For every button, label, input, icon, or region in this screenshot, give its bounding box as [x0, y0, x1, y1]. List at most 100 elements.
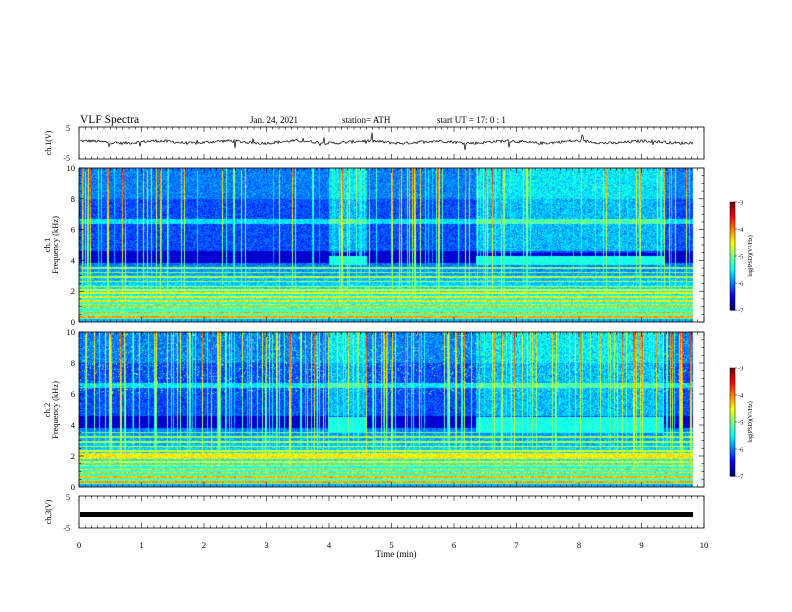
colorbar-swatch: [730, 256, 735, 259]
colorbar-swatch: [730, 207, 735, 210]
colorbar-swatch: [730, 239, 735, 243]
time-tick-label: 2: [202, 540, 206, 550]
colorbar-swatch: [730, 432, 735, 436]
colorbar-swatch: [730, 411, 735, 414]
freq-tick-label: 8: [71, 358, 75, 368]
colorbar-swatch: [730, 259, 735, 262]
colorbar-swatch: [730, 436, 735, 439]
freq-tick-label: 2: [71, 286, 75, 296]
colorbar-swatch: [730, 467, 735, 470]
colorbar-swatch: [730, 265, 735, 268]
colorbar-swatch: [730, 209, 735, 212]
colorbar-swatch: [730, 413, 735, 416]
colorbar-swatch: [730, 382, 735, 385]
colorbar-swatch: [730, 229, 735, 232]
colorbar-swatch: [730, 275, 735, 279]
colorbar-swatch: [730, 422, 735, 425]
colorbar-swatch: [730, 472, 735, 475]
time-tick-label: 0: [77, 540, 81, 550]
colorbar-swatch: [730, 250, 735, 253]
colorbar-swatch: [730, 470, 735, 473]
colorbar-swatch: [730, 459, 735, 463]
colorbar-swatch: [730, 416, 735, 419]
ch1-spectrogram-canvas: [79, 168, 704, 322]
ch2-spectrogram-ylabel-1: ch.2: [42, 403, 52, 417]
colorbar-swatch: [730, 474, 735, 477]
colorbar-label: log(PSD)(V²/Hz): [747, 401, 754, 442]
colorbar-swatch: [730, 425, 735, 428]
colorbar-swatch: [730, 391, 735, 394]
colorbar-swatch: [730, 389, 735, 392]
time-axis-label: Time (min): [376, 549, 417, 559]
colorbar-swatch: [730, 449, 735, 452]
colorbar-tick-label: -4: [738, 393, 744, 400]
ch3-waveform-ylabel: ch.3(V): [44, 499, 53, 524]
colorbar-swatch: [730, 404, 735, 407]
colorbar-swatch: [730, 431, 735, 434]
ch1-waveform-ticks: [78, 127, 705, 159]
colorbar-swatch: [730, 441, 735, 445]
colorbar-swatch: [730, 452, 735, 455]
freq-tick-label: 10: [67, 163, 76, 173]
colorbar-swatch: [730, 461, 735, 464]
colorbar-swatch: [730, 295, 735, 298]
colorbar-swatch: [730, 257, 735, 261]
colorbar-swatch: [730, 368, 735, 371]
colorbar-swatch: [730, 409, 735, 412]
colorbar-swatch: [730, 418, 735, 421]
colorbar-swatch: [730, 396, 735, 400]
ch2-freq-ticks: 0 2 4 6 8 10: [67, 327, 705, 492]
colorbar-swatch: [730, 225, 735, 228]
ch2-spectrogram-panel: 0 2 4 6 8 10 ch.2 Frequency (kHz) -3 -4 -5 -6 -7 l…: [42, 327, 754, 492]
colorbar-swatch: [730, 252, 735, 255]
ch1-spectrogram-panel: 0 2 4 6 8 10 ch.1 Frequency (kHz) -3 -4 -5 -6 -7 l…: [42, 163, 754, 327]
colorbar-tick-label: -7: [738, 474, 744, 481]
time-tick-label: 6: [452, 540, 456, 550]
colorbar-swatch: [730, 232, 735, 235]
ch2-spectrogram-canvas: [79, 332, 704, 487]
colorbar-swatch: [730, 369, 735, 373]
time-tick-label: 10: [700, 540, 709, 550]
colorbar-tick-label: -3: [738, 366, 743, 373]
colorbar-swatch: [730, 286, 735, 289]
colorbar-swatch: [730, 270, 735, 273]
colorbar-swatch: [730, 221, 735, 225]
colorbar-swatch: [730, 223, 735, 226]
colorbar-swatch: [730, 266, 735, 270]
colorbar-swatch: [730, 398, 735, 401]
ch2-spectrogram-container: [79, 332, 704, 487]
colorbar-swatch: [730, 227, 735, 230]
colorbar-swatch: [730, 438, 735, 441]
ch3-waveform-panel: 5 -5 ch.3(V): [44, 493, 705, 533]
time-axis: 0 1 2 3 4 5 6 7 8 9 10: [77, 540, 708, 550]
ch1-ytick-bottom: -5: [63, 154, 70, 163]
time-tick-label: 7: [514, 540, 518, 550]
ch1-spectrogram-container: [79, 168, 704, 322]
colorbar-swatch: [730, 400, 735, 403]
time-tick-label: 4: [327, 540, 332, 550]
colorbar-tick-label: -4: [738, 227, 744, 234]
ch1-ytick-top: 5: [66, 124, 70, 133]
colorbar-swatch: [730, 423, 735, 427]
time-tick-label: 5: [389, 540, 393, 550]
colorbar-swatch: [730, 243, 735, 246]
time-tick-label: 8: [577, 540, 581, 550]
colorbar-swatch: [730, 211, 735, 214]
colorbar-swatch: [730, 429, 735, 432]
colorbar-swatch: [730, 214, 735, 217]
colorbar-swatch: [730, 308, 735, 311]
colorbar-swatch: [730, 293, 735, 297]
colorbar-swatch: [730, 456, 735, 459]
colorbar-swatch: [730, 420, 735, 423]
ch3-ytick-bottom: -5: [63, 524, 70, 533]
colorbar-swatch: [730, 284, 735, 288]
colorbar-swatch: [730, 247, 735, 250]
colorbar-swatch: [730, 301, 735, 304]
colorbar-swatch: [730, 380, 735, 383]
freq-tick-label: 6: [71, 389, 75, 399]
colorbar-swatch: [730, 203, 735, 207]
ch3-waveform-ticks: [78, 496, 705, 528]
colorbar-swatch: [730, 236, 735, 239]
colorbar-tick-label: -6: [738, 281, 744, 288]
colorbar-swatch: [730, 297, 735, 300]
